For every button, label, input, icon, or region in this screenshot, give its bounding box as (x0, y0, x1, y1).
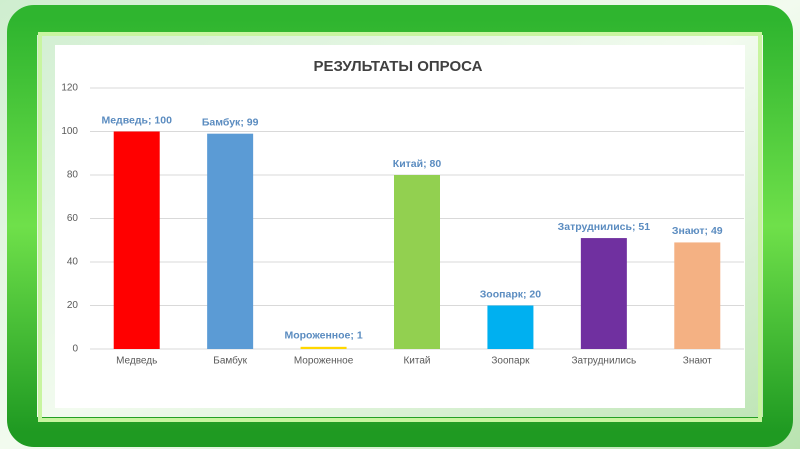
x-tick-label: Медведь (116, 356, 157, 367)
x-tick-label: Зоопарк (491, 356, 530, 367)
bar (394, 175, 440, 349)
bar (300, 346, 347, 349)
data-label: Бамбук; 99 (202, 116, 259, 128)
bar (113, 131, 160, 349)
frame (7, 5, 793, 447)
data-label: Мороженное; 1 (284, 330, 362, 342)
x-tick-label: Китай (403, 356, 430, 367)
x-tick-label: Затруднились (572, 356, 637, 367)
data-label: Китай; 80 (393, 158, 442, 170)
y-tick-label: 120 (61, 83, 78, 94)
frame-inner (38, 32, 762, 422)
y-tick-label: 80 (67, 170, 79, 181)
y-tick-label: 60 (67, 213, 79, 224)
y-tick-label: 40 (67, 257, 79, 268)
y-tick-label: 20 (67, 300, 79, 311)
bar (580, 238, 627, 349)
bar (487, 305, 534, 349)
chart-title: РЕЗУЛЬТАТЫ ОПРОСА (314, 58, 483, 75)
bar (207, 133, 254, 349)
x-tick-label: Мороженное (294, 356, 354, 367)
data-label: Зоопарк; 20 (480, 288, 542, 300)
y-tick-label: 100 (61, 126, 78, 137)
y-tick-label: 0 (72, 344, 78, 355)
data-label: Затруднились; 51 (558, 221, 651, 233)
x-tick-label: Знают (683, 356, 712, 367)
x-tick-label: Бамбук (213, 355, 247, 367)
data-label: Знают; 49 (672, 225, 723, 237)
bar (674, 242, 721, 349)
data-label: Медведь; 100 (101, 114, 172, 126)
